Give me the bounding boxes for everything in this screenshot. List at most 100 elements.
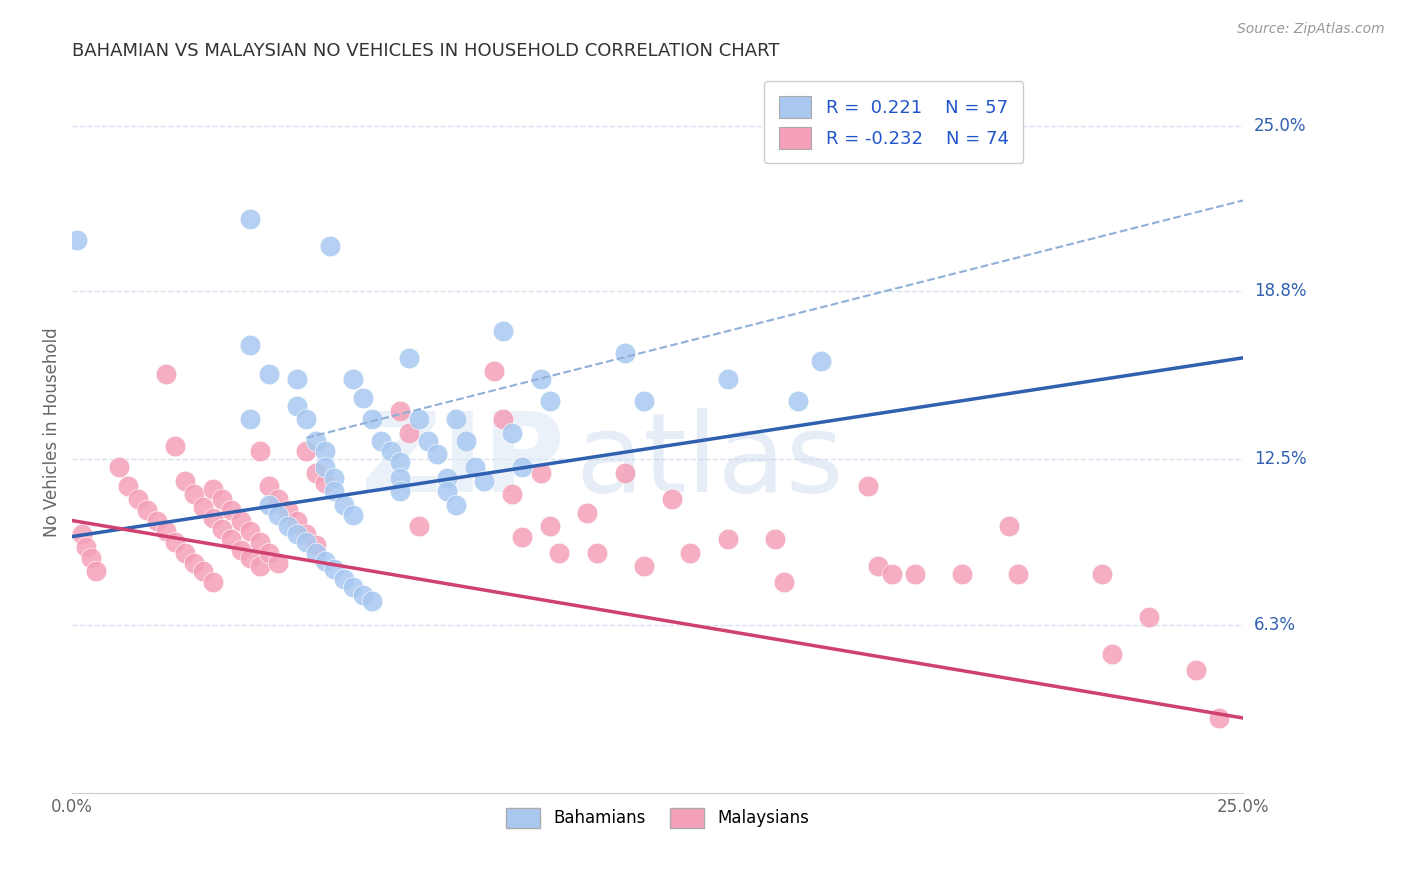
Point — [295, 444, 318, 458]
Point — [1185, 663, 1208, 677]
Point — [858, 479, 880, 493]
Point — [633, 393, 655, 408]
Text: 6.3%: 6.3% — [1254, 615, 1296, 633]
Point — [70, 527, 93, 541]
Point — [267, 492, 290, 507]
Point — [127, 492, 149, 507]
Point — [319, 239, 342, 253]
Point — [277, 519, 299, 533]
Point — [510, 530, 533, 544]
Point — [763, 533, 786, 547]
Point — [538, 519, 561, 533]
Point — [538, 393, 561, 408]
Point — [1091, 566, 1114, 581]
Point — [80, 550, 103, 565]
Point — [221, 533, 243, 547]
Point — [436, 484, 458, 499]
Point — [352, 588, 374, 602]
Point — [75, 541, 97, 555]
Point — [239, 524, 262, 539]
Point — [249, 444, 271, 458]
Point — [267, 556, 290, 570]
Point — [155, 367, 177, 381]
Point — [810, 353, 832, 368]
Point — [84, 564, 107, 578]
Point — [323, 484, 346, 499]
Point — [229, 514, 252, 528]
Point — [408, 519, 430, 533]
Point — [492, 412, 515, 426]
Point — [1137, 609, 1160, 624]
Legend: Bahamians, Malaysians: Bahamians, Malaysians — [499, 801, 815, 835]
Point — [408, 412, 430, 426]
Point — [155, 524, 177, 539]
Point — [361, 412, 384, 426]
Point — [1208, 711, 1230, 725]
Point — [201, 482, 224, 496]
Point — [717, 372, 740, 386]
Point — [108, 460, 131, 475]
Point — [904, 566, 927, 581]
Text: ZIP: ZIP — [360, 408, 564, 515]
Point — [295, 535, 318, 549]
Point — [370, 434, 392, 448]
Text: 12.5%: 12.5% — [1254, 450, 1306, 468]
Point — [239, 212, 262, 227]
Point — [165, 535, 187, 549]
Point — [201, 574, 224, 589]
Point — [193, 564, 215, 578]
Point — [305, 466, 328, 480]
Point — [333, 572, 356, 586]
Point — [679, 545, 702, 559]
Point — [201, 511, 224, 525]
Point — [529, 372, 551, 386]
Point — [389, 471, 412, 485]
Point — [173, 474, 195, 488]
Point — [482, 364, 505, 378]
Point — [342, 580, 364, 594]
Point — [548, 545, 571, 559]
Point — [249, 558, 271, 573]
Point — [323, 471, 346, 485]
Point — [472, 474, 495, 488]
Point — [145, 514, 167, 528]
Point — [613, 466, 636, 480]
Point — [136, 503, 159, 517]
Point — [576, 506, 599, 520]
Point — [305, 434, 328, 448]
Point — [165, 439, 187, 453]
Point — [314, 553, 336, 567]
Point — [211, 522, 233, 536]
Text: 18.8%: 18.8% — [1254, 282, 1306, 301]
Text: 25.0%: 25.0% — [1254, 117, 1306, 135]
Point — [633, 558, 655, 573]
Point — [866, 558, 889, 573]
Point — [239, 337, 262, 351]
Point — [1101, 647, 1123, 661]
Point — [183, 556, 205, 570]
Point — [510, 460, 533, 475]
Point — [239, 550, 262, 565]
Point — [183, 487, 205, 501]
Point — [501, 425, 523, 440]
Point — [585, 545, 607, 559]
Point — [773, 574, 796, 589]
Point — [239, 412, 262, 426]
Point — [249, 535, 271, 549]
Point — [529, 466, 551, 480]
Text: atlas: atlas — [575, 408, 844, 515]
Point — [613, 345, 636, 359]
Point — [193, 500, 215, 515]
Point — [314, 476, 336, 491]
Point — [1007, 566, 1029, 581]
Point — [285, 514, 308, 528]
Point — [66, 234, 89, 248]
Point — [117, 479, 139, 493]
Point — [426, 447, 449, 461]
Point — [444, 498, 467, 512]
Point — [323, 561, 346, 575]
Point — [285, 372, 308, 386]
Point — [361, 593, 384, 607]
Point — [314, 460, 336, 475]
Point — [389, 455, 412, 469]
